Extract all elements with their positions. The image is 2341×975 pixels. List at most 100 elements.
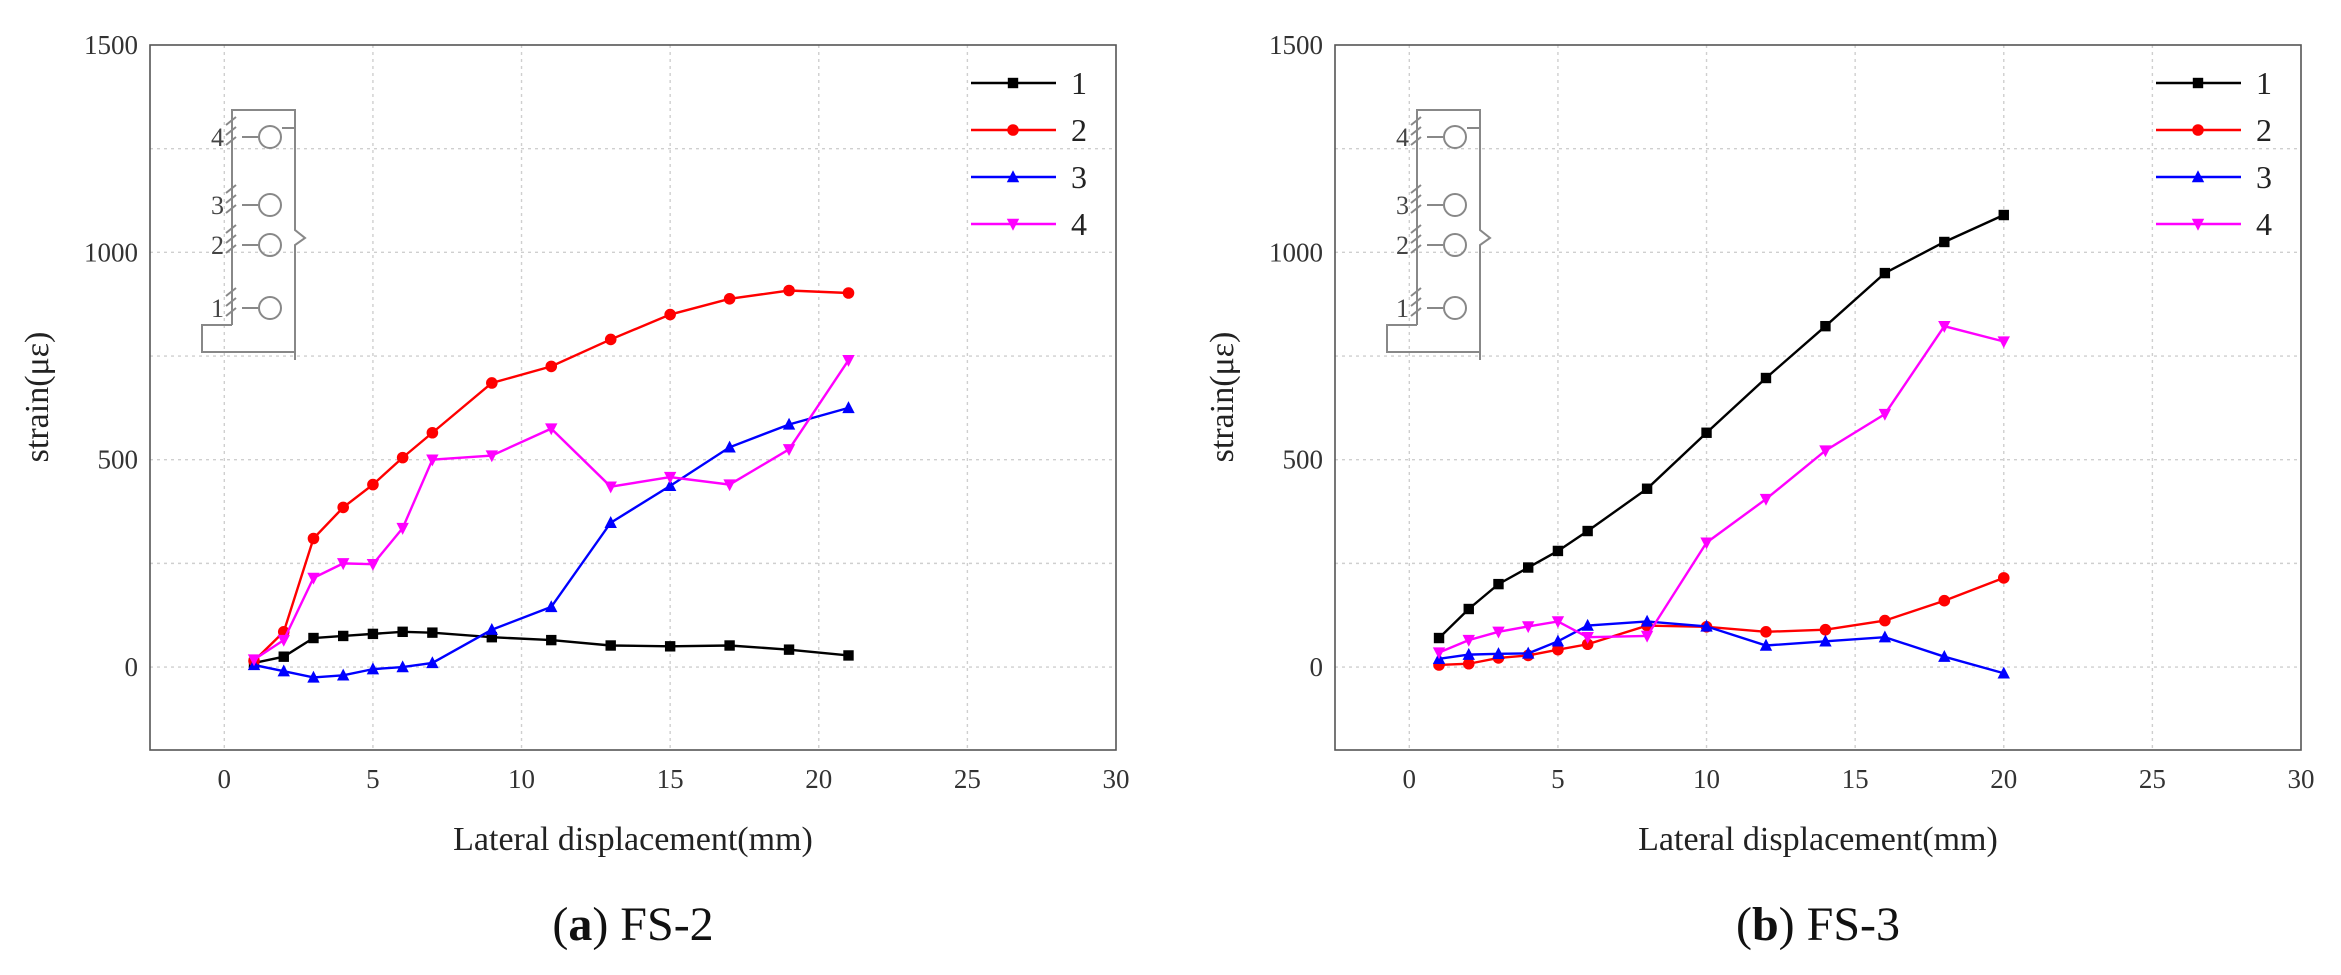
legend-label: 2: [1071, 112, 1087, 148]
data-point: [1997, 666, 2010, 679]
data-point: [1938, 594, 1951, 607]
data-point: [277, 664, 290, 677]
data-point: [1522, 646, 1535, 659]
x-tick-label: 20: [805, 764, 832, 794]
x-axis-title: Lateral displacement(mm): [1638, 821, 1998, 858]
data-point: [783, 644, 795, 655]
data-point: [1878, 408, 1892, 421]
caption-close-paren: ): [1779, 898, 1795, 951]
inset-gauge-label: 3: [211, 191, 224, 220]
x-tick-label: 15: [657, 764, 684, 794]
data-point: [782, 417, 796, 430]
data-point: [308, 632, 319, 644]
grid: [150, 45, 1116, 750]
legend-label: 3: [2256, 159, 2272, 195]
data-point: [367, 628, 379, 640]
data-point: [485, 450, 499, 463]
inset-gauge-circle: [1443, 193, 1467, 217]
data-point: [604, 516, 617, 528]
caption-letter: a: [568, 898, 592, 951]
inset-base-outline: [201, 324, 295, 353]
data-point: [842, 354, 855, 367]
data-point: [337, 558, 350, 571]
data-point: [1552, 643, 1564, 656]
data-point: [1819, 634, 1832, 647]
legend-label: 4: [2256, 206, 2272, 242]
series-2: [248, 284, 855, 667]
data-point: [1493, 578, 1504, 590]
data-point: [604, 333, 617, 346]
x-tick-label: 5: [366, 764, 380, 794]
data-point: [1552, 545, 1564, 557]
data-point: [1998, 209, 2009, 221]
data-point: [1700, 619, 1713, 632]
grid: [1335, 45, 2301, 750]
series-4: [247, 354, 855, 667]
data-point: [426, 454, 439, 467]
series-line: [253, 406, 849, 679]
panel-b: 1 2 3 4 0 5 10 15 20 25 30 0 500 1000 1500 1 2 3 4 Later…: [1204, 30, 2315, 951]
x-tick-label: 10: [1693, 764, 1720, 794]
inset-rebar-hatch: [225, 184, 237, 214]
data-point: [546, 634, 557, 646]
series-4: [1432, 320, 2010, 660]
inset-gauge-label: 1: [1396, 294, 1409, 323]
plot-frame: [1334, 44, 2302, 751]
data-point: [663, 479, 677, 492]
data-point: [426, 426, 439, 439]
data-point: [366, 662, 380, 675]
caption-open-paren: (: [552, 898, 568, 951]
legend-item-4: 4: [971, 206, 1087, 242]
inset-gauge-label: 3: [1396, 191, 1409, 220]
data-point: [1581, 638, 1594, 651]
data-point: [1879, 614, 1891, 627]
inset-gauge-circle: [1443, 125, 1467, 149]
series-1: [248, 626, 854, 669]
y-tick-label: 500: [1283, 445, 1324, 475]
legend-label: 3: [1071, 159, 1087, 195]
ticks: 0 5 10 15 20 25 30 0 500 1000 1500: [1269, 30, 2315, 794]
inset-gauge-label: 1: [211, 294, 224, 323]
inset-rebar-hatch: [225, 224, 237, 254]
x-tick-label: 30: [2288, 764, 2315, 794]
y-tick-label: 1500: [84, 30, 138, 60]
inset-rebar-hatch: [225, 287, 237, 317]
legend-swatch-marker: [2192, 124, 2204, 136]
series-layer: [247, 284, 855, 683]
data-point: [427, 627, 438, 638]
series-layer: [1432, 209, 2010, 679]
y-axis-title: strain(με): [1204, 332, 1241, 463]
data-point: [1938, 649, 1951, 662]
data-point: [1492, 647, 1505, 659]
specimen-inset-diagram: 1 2 3 4: [201, 109, 307, 360]
data-point: [723, 479, 736, 492]
inset-rebar-hatch: [1410, 224, 1422, 254]
series-1: [1433, 209, 2009, 644]
legend-swatch-marker: [1007, 124, 1019, 136]
legend: 1 2 3 4: [2156, 65, 2272, 242]
data-point: [545, 360, 558, 373]
data-point: [664, 308, 676, 321]
legend-item-3: 3: [2156, 159, 2272, 195]
data-point: [664, 641, 676, 652]
data-point: [486, 377, 498, 389]
x-tick-label: 10: [508, 764, 535, 794]
inset-base-outline: [1386, 324, 1480, 353]
data-point: [1582, 525, 1593, 537]
data-point: [486, 632, 498, 643]
data-point: [545, 423, 558, 436]
x-tick-label: 30: [1103, 764, 1130, 794]
data-point: [1819, 445, 1832, 458]
inset-gauge-label: 2: [211, 231, 224, 260]
caption-name: FS-3: [1795, 898, 1900, 951]
data-point: [1641, 483, 1653, 494]
series-2: [1433, 572, 2010, 671]
data-point: [1640, 630, 1654, 643]
inset-gauge-circle: [258, 233, 282, 257]
series-line: [1438, 324, 2005, 654]
data-point: [1700, 537, 1713, 550]
caption-open-paren: (: [1736, 898, 1752, 951]
data-point: [605, 640, 616, 651]
y-tick-label: 0: [1310, 652, 1324, 682]
